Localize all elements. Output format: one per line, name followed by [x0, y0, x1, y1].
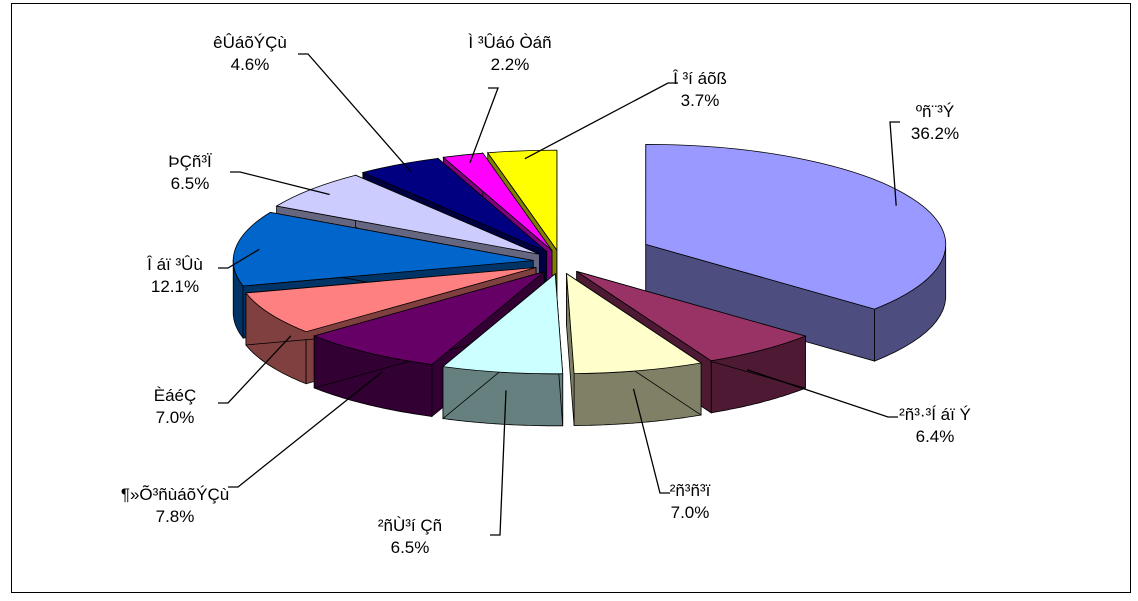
- leader-line-3: [490, 390, 507, 536]
- leader-line-7: [230, 171, 330, 196]
- leader-line-4: [228, 371, 383, 488]
- slice-labels: ºñ¨³Ý 36.2% ²ñ³·³Í áï Ý 6.4% ²ñ³ñ³ï 7.0% ²ñÙ³í…: [121, 33, 971, 557]
- slice-label-1: ²ñ³·³Í áï Ý: [899, 405, 971, 424]
- slice-percent-0: 36.2%: [911, 124, 959, 143]
- slice-label-9: Ì ³Ûáó Òáñ: [468, 33, 551, 52]
- slice-percent-7: 6.5%: [171, 174, 210, 193]
- leader-line-1: [746, 369, 898, 418]
- slice-percent-1: 6.4%: [916, 427, 955, 446]
- pie-slice-2: [566, 272, 703, 375]
- leader-lines: [218, 53, 900, 536]
- slice-percent-8: 4.6%: [231, 55, 270, 74]
- leader-line-6: [218, 248, 260, 269]
- slice-percent-5: 7.0%: [156, 408, 195, 427]
- leader-line-10: [524, 82, 678, 160]
- slice-label-3: ²ñÙ³í Çñ: [378, 516, 442, 535]
- pie-slice-0: [645, 143, 947, 310]
- leader-line-2: [632, 388, 670, 494]
- leader-line-0: [889, 121, 900, 206]
- slice-label-0: ºñ¨³Ý: [916, 102, 954, 121]
- slice-label-10: Î ³í áõß: [672, 69, 727, 88]
- slice-label-8: êÛáõÝÇù: [213, 33, 287, 52]
- slice-percent-4: 7.8%: [156, 507, 195, 526]
- pie-slice-8: [361, 157, 547, 252]
- slice-percent-3: 6.5%: [391, 538, 430, 557]
- pie-slice-6: [232, 211, 534, 287]
- pie-slice-10: [487, 149, 558, 252]
- slice-label-2: ²ñ³ñ³ï: [670, 481, 711, 500]
- slice-percent-9: 2.2%: [491, 55, 530, 74]
- leader-line-9: [469, 87, 499, 163]
- slice-tops: [232, 143, 947, 375]
- slice-label-7: ÞÇñ³Ï: [168, 152, 212, 171]
- pie-slice-1: [576, 271, 807, 362]
- pie-slice-4: [312, 271, 545, 365]
- slice-label-4: ¶»Õ³ñùáõÝÇù: [121, 485, 229, 504]
- pie-slice-5: [245, 267, 537, 333]
- leader-line-5: [218, 335, 292, 404]
- slice-label-5: ÈáéÇ: [154, 386, 197, 405]
- slice-label-6: Î áï ³Ûù: [146, 255, 203, 274]
- slice-percent-2: 7.0%: [671, 503, 710, 522]
- slice-percent-10: 3.7%: [681, 91, 720, 110]
- slice-percent-6: 12.1%: [151, 277, 199, 296]
- leader-line-8: [298, 53, 412, 172]
- pie-slice-3: [442, 273, 564, 375]
- pie-slice-9: [442, 152, 553, 251]
